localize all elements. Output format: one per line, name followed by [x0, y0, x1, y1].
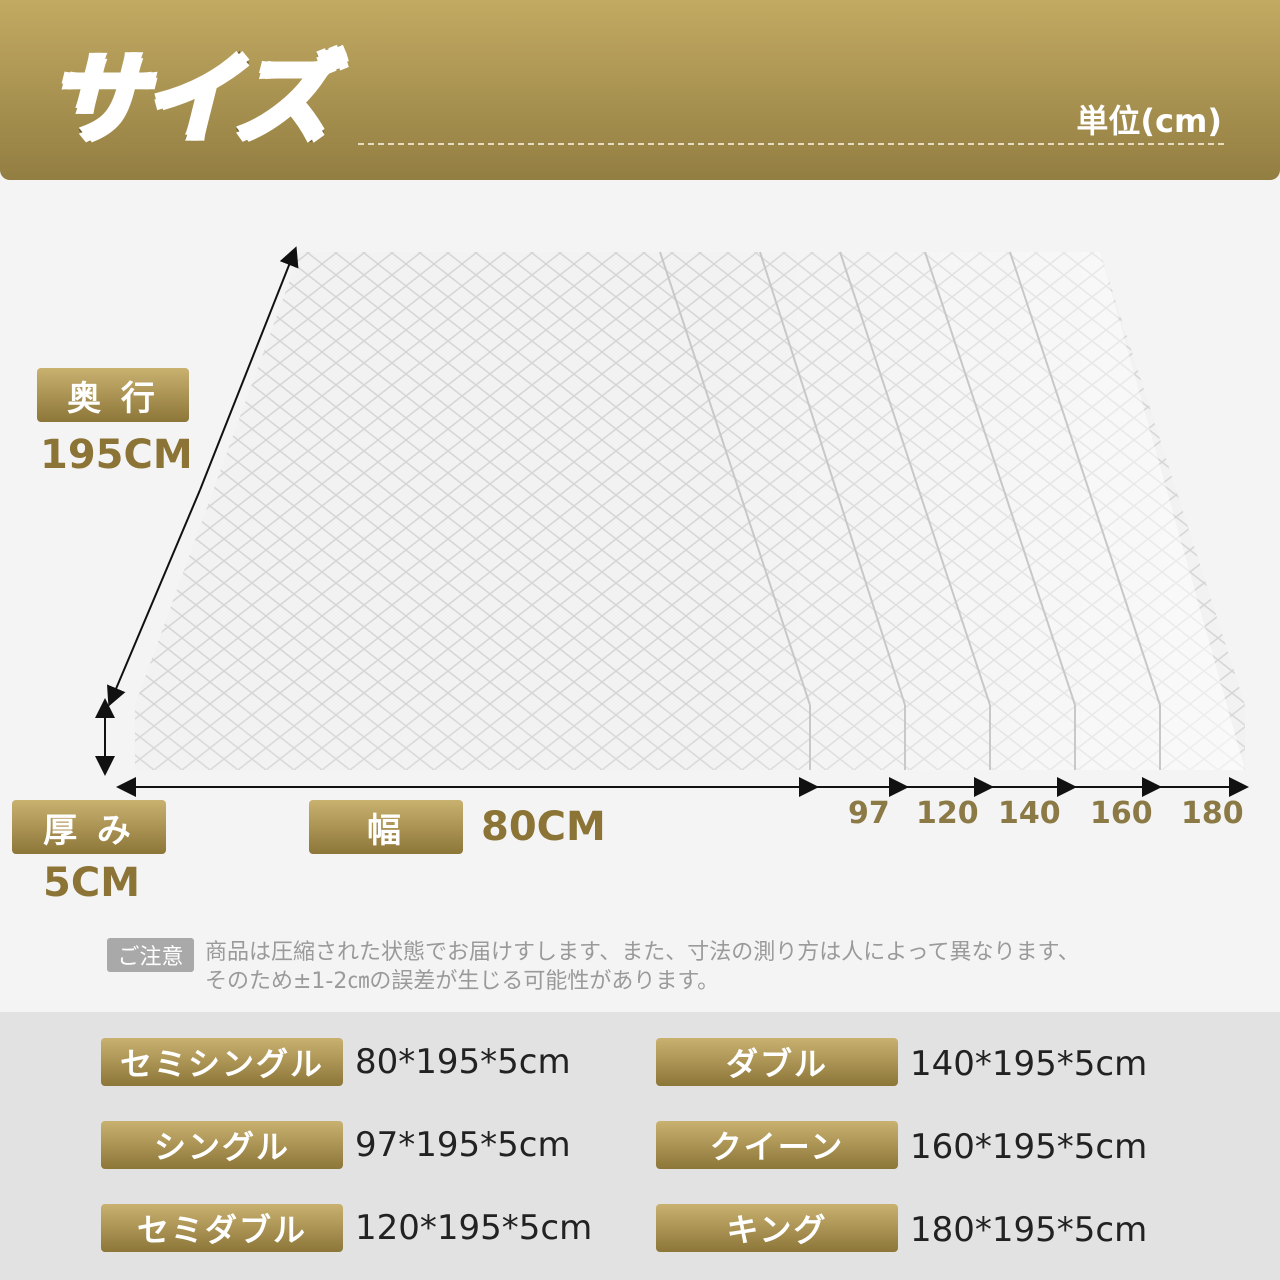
- thickness-value: 5CM: [43, 860, 140, 906]
- width-step: 97: [848, 796, 890, 831]
- depth-badge: 奥 行: [37, 368, 189, 422]
- size-dims: 80*195*5cm: [355, 1042, 571, 1082]
- size-name: シングル: [101, 1121, 343, 1169]
- size-dims: 97*195*5cm: [355, 1125, 571, 1165]
- unit-label: 単位(cm): [1076, 102, 1222, 140]
- note-line: 商品は圧縮された状態でお届けすします、また、寸法の測り方は人によって異なります、: [205, 940, 1080, 965]
- mattress-diagram: [95, 246, 1249, 797]
- size-dims: 160*195*5cm: [910, 1127, 1148, 1167]
- width-step: 120: [916, 796, 979, 831]
- width-badge: 幅: [309, 800, 463, 854]
- size-dims: 120*195*5cm: [355, 1208, 593, 1248]
- page-title: サイズ: [46, 41, 333, 159]
- thickness-badge: 厚 み: [12, 800, 166, 854]
- divider: [358, 143, 1224, 145]
- note-line: そのため±1-2㎝の誤差が生じる可能性があります。: [205, 969, 720, 994]
- caution-note: 商品は圧縮された状態でお届けすします、また、寸法の測り方は人によって異なります、…: [205, 938, 1080, 996]
- size-seams: [659, 251, 1161, 770]
- size-name: キング: [656, 1204, 898, 1252]
- size-table: セミシングル 80*195*5cm シングル 97*195*5cm セミダブル …: [0, 1012, 1280, 1280]
- size-name: ダブル: [656, 1038, 898, 1086]
- depth-value: 195CM: [40, 432, 193, 478]
- header-banner: サイズ 単位(cm): [0, 0, 1280, 180]
- size-dims: 140*195*5cm: [910, 1044, 1148, 1084]
- size-name: クイーン: [656, 1121, 898, 1169]
- width-value: 80CM: [481, 804, 606, 850]
- width-step: 160: [1090, 796, 1153, 831]
- caution-tag: ご注意: [107, 938, 194, 972]
- size-name: セミシングル: [101, 1038, 343, 1086]
- depth-arrow: [199, 246, 299, 491]
- width-step: 180: [1181, 796, 1244, 831]
- size-dims: 180*195*5cm: [910, 1210, 1148, 1250]
- width-step: 140: [998, 796, 1061, 831]
- size-name: セミダブル: [101, 1204, 343, 1252]
